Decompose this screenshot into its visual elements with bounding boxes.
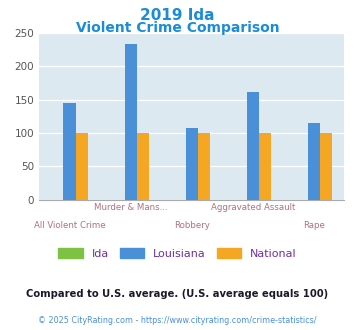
Bar [308,123,320,200]
Bar [125,44,137,200]
Bar [259,133,271,200]
Text: © 2025 CityRating.com - https://www.cityrating.com/crime-statistics/: © 2025 CityRating.com - https://www.city… [38,316,317,325]
Bar [64,103,76,200]
Text: Violent Crime Comparison: Violent Crime Comparison [76,21,279,35]
Text: Aggravated Assault: Aggravated Assault [211,203,295,212]
Bar [137,133,149,200]
Bar [247,92,259,200]
Text: Compared to U.S. average. (U.S. average equals 100): Compared to U.S. average. (U.S. average … [26,289,329,299]
Bar [76,133,88,200]
Bar [320,133,332,200]
Text: 2019 Ida: 2019 Ida [140,8,215,23]
Text: Robbery: Robbery [174,221,210,230]
Text: All Violent Crime: All Violent Crime [34,221,105,230]
Legend: Ida, Louisiana, National: Ida, Louisiana, National [54,244,301,263]
Bar [198,133,210,200]
Text: Rape: Rape [303,221,325,230]
Text: Murder & Mans...: Murder & Mans... [94,203,168,212]
Bar [186,128,198,200]
